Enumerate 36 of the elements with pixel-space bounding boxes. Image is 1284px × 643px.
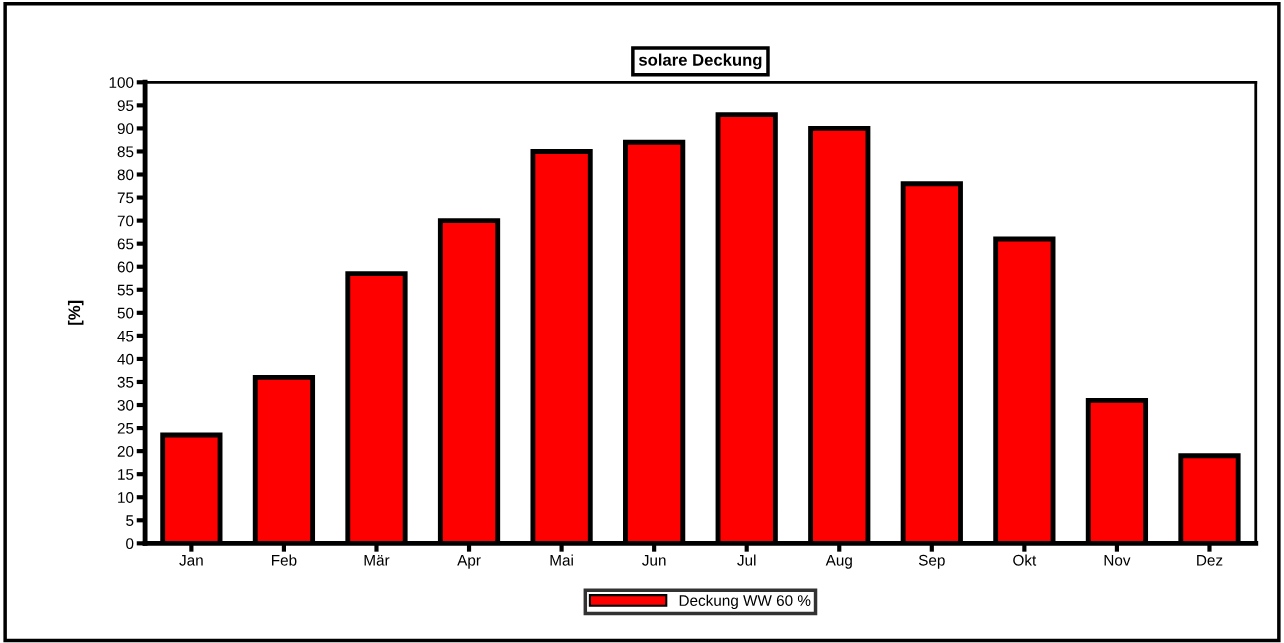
x-tick-label: Jul (737, 554, 756, 566)
x-tick-label: Sep (918, 554, 945, 569)
x-tick-label: Apr (457, 555, 481, 569)
x-tick-label: Okt (1013, 554, 1037, 566)
chart-title: solare Deckung (638, 53, 762, 70)
y-tick-label: 85 (117, 146, 134, 158)
y-tick-label: 95 (117, 100, 134, 112)
y-tick-label: 70 (117, 215, 134, 227)
y-axis-title: [%] (67, 300, 84, 325)
y-tick-label: 10 (118, 492, 134, 503)
x-tick-label: Aug (825, 555, 852, 569)
x-tick-label: Jun (642, 555, 666, 566)
y-tick-label: 60 (117, 261, 134, 273)
y-tick-label: 35 (117, 376, 134, 388)
y-tick-label: 45 (117, 330, 134, 342)
x-tick-label: Nov (1104, 555, 1131, 566)
y-tick-label: 30 (117, 399, 134, 411)
x-tick-label: Jan (179, 555, 203, 566)
x-tick-label: Feb (272, 554, 297, 566)
y-tick-label: 90 (117, 123, 134, 135)
y-tick-label: 100 (109, 77, 134, 88)
y-tick-label: 25 (117, 422, 134, 434)
y-tick-label: 15 (118, 469, 134, 480)
y-tick-label: 40 (117, 353, 134, 365)
y-tick-label: 80 (117, 169, 134, 181)
y-tick-label: 55 (117, 284, 134, 296)
x-tick-label: Mai (550, 554, 573, 566)
legend-label: Deckung WW 60 % (679, 594, 811, 609)
y-tick-label: 0 (126, 538, 134, 550)
y-tick-label: 75 (117, 192, 134, 204)
y-tick-label: 65 (117, 238, 134, 250)
y-tick-label: 50 (117, 307, 134, 319)
x-tick-label: Mär (364, 555, 390, 566)
y-tick-label: 20 (117, 446, 134, 457)
y-tick-label: 5 (126, 515, 134, 526)
x-tick-label: Dez (1197, 555, 1223, 566)
